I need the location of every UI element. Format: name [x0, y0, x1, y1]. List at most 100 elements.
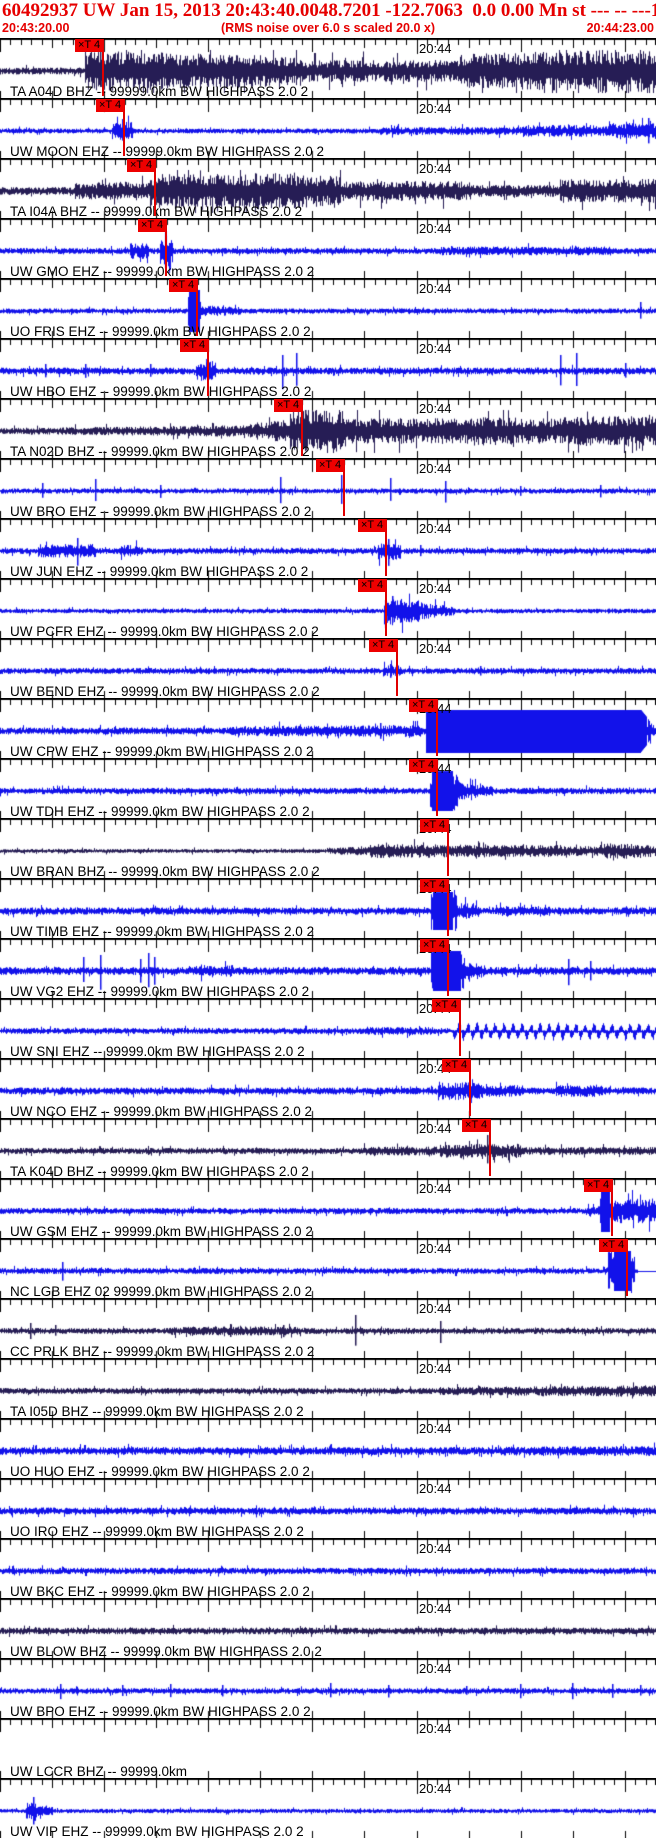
- trace-row[interactable]: 20:44 ×T 4 UW TIMB EHZ -- 99999.0km BW H…: [0, 878, 656, 938]
- pick-flag-label[interactable]: ×T 4: [180, 339, 208, 352]
- waveform-canvas[interactable]: [0, 518, 656, 578]
- pick-time-line[interactable]: [165, 219, 167, 276]
- waveform-canvas[interactable]: [0, 698, 656, 758]
- pick-flag-label[interactable]: ×T 4: [420, 939, 448, 952]
- waveform-canvas[interactable]: [0, 338, 656, 398]
- pick-time-line[interactable]: [396, 639, 398, 696]
- trace-row[interactable]: 20:44 ×T 4 UO FRIS EHZ -- 99999.0km BW H…: [0, 278, 656, 338]
- pick-flag-label[interactable]: ×T 4: [420, 819, 448, 832]
- pick-time-line[interactable]: [102, 39, 104, 96]
- pick-flag-label[interactable]: ×T 4: [369, 639, 397, 652]
- trace-row[interactable]: 20:44 ×T 4 UW BEND EHZ -- 99999.0km BW H…: [0, 638, 656, 698]
- waveform-canvas[interactable]: [0, 998, 656, 1058]
- pick-flag-label[interactable]: ×T 4: [599, 1239, 627, 1252]
- waveform-canvas[interactable]: [0, 1658, 656, 1718]
- trace-row[interactable]: 20:44 ×T 4 UW GMO EHZ -- 99999.0km BW HI…: [0, 218, 656, 278]
- pick-time-line[interactable]: [626, 1239, 628, 1296]
- trace-row[interactable]: 20:44 ×T 4 TA I04A BHZ -- 99999.0km BW H…: [0, 158, 656, 218]
- trace-row[interactable]: 20:44 ×T 4 UW JUN EHZ -- 99999.0km BW HI…: [0, 518, 656, 578]
- pick-time-line[interactable]: [343, 459, 345, 516]
- pick-time-line[interactable]: [489, 1119, 491, 1176]
- pick-time-line[interactable]: [207, 339, 209, 396]
- trace-row[interactable]: 20:44 ×T 4 UW VG2 EHZ -- 99999.0km BW HI…: [0, 938, 656, 998]
- trace-row[interactable]: 20:44 UW VIP EHZ -- 99999.0km BW HIGHPAS…: [0, 1778, 656, 1838]
- pick-flag-label[interactable]: ×T 4: [96, 99, 124, 112]
- pick-flag-label[interactable]: ×T 4: [442, 1059, 470, 1072]
- waveform-canvas[interactable]: [0, 278, 656, 338]
- waveform-canvas[interactable]: [0, 1718, 656, 1778]
- trace-row[interactable]: 20:44 ×T 4 UW HBO EHZ -- 99999.0km BW HI…: [0, 338, 656, 398]
- trace-row[interactable]: 20:44 ×T 4 NC LGB EHZ 02 99999.0km BW HI…: [0, 1238, 656, 1298]
- pick-time-line[interactable]: [301, 399, 303, 456]
- trace-row[interactable]: 20:44 ×T 4 TA N02D BHZ -- 99999.0km BW H…: [0, 398, 656, 458]
- trace-row[interactable]: 20:44 ×T 4 UW SNI EHZ -- 99999.0km BW HI…: [0, 998, 656, 1058]
- pick-time-line[interactable]: [447, 819, 449, 876]
- trace-row[interactable]: 20:44 UO IRO EHZ -- 99999.0km BW HIGHPAS…: [0, 1478, 656, 1538]
- waveform-canvas[interactable]: [0, 758, 656, 818]
- waveform-canvas[interactable]: [0, 1778, 656, 1838]
- pick-time-line[interactable]: [385, 519, 387, 576]
- trace-row[interactable]: 20:44 ×T 4 UW NCO EHZ -- 99999.0km BW HI…: [0, 1058, 656, 1118]
- pick-flag-label[interactable]: ×T 4: [584, 1179, 612, 1192]
- trace-row[interactable]: 20:44 UW BPO EHZ -- 99999.0km BW HIGHPAS…: [0, 1658, 656, 1718]
- waveform-canvas[interactable]: [0, 638, 656, 698]
- pick-time-line[interactable]: [469, 1059, 471, 1116]
- pick-time-line[interactable]: [447, 939, 449, 996]
- trace-row[interactable]: 20:44 CC PRLK BHZ -- 99999.0km BW HIGHPA…: [0, 1298, 656, 1358]
- pick-flag-label[interactable]: ×T 4: [420, 879, 448, 892]
- trace-row[interactable]: 20:44 ×T 4 UW CPW EHZ -- 99999.0km BW HI…: [0, 698, 656, 758]
- pick-time-line[interactable]: [123, 99, 125, 156]
- trace-row[interactable]: 20:44 ×T 4 UW PCFR EHZ -- 99999.0km BW H…: [0, 578, 656, 638]
- pick-flag-label[interactable]: ×T 4: [358, 519, 386, 532]
- trace-row[interactable]: 20:44 ×T 4 UW BRO EHZ -- 99999.0km BW HI…: [0, 458, 656, 518]
- pick-flag-label[interactable]: ×T 4: [274, 399, 302, 412]
- pick-flag-label[interactable]: ×T 4: [169, 279, 197, 292]
- pick-time-line[interactable]: [447, 879, 449, 936]
- pick-time-line[interactable]: [385, 579, 387, 636]
- waveform-canvas[interactable]: [0, 1298, 656, 1358]
- pick-flag-label[interactable]: ×T 4: [127, 159, 155, 172]
- waveform-canvas[interactable]: [0, 578, 656, 638]
- trace-row[interactable]: 20:44 ×T 4 TA A04D BHZ -- 99999.0km BW H…: [0, 38, 656, 98]
- pick-time-line[interactable]: [459, 999, 461, 1056]
- pick-flag-label[interactable]: ×T 4: [138, 219, 166, 232]
- waveform-canvas[interactable]: [0, 1238, 656, 1298]
- waveform-canvas[interactable]: [0, 1478, 656, 1538]
- pick-time-line[interactable]: [436, 759, 438, 816]
- waveform-canvas[interactable]: [0, 218, 656, 278]
- waveform-canvas[interactable]: [0, 878, 656, 938]
- waveform-canvas[interactable]: [0, 1418, 656, 1478]
- waveform-canvas[interactable]: [0, 158, 656, 218]
- pick-flag-label[interactable]: ×T 4: [409, 699, 437, 712]
- pick-flag-label[interactable]: ×T 4: [432, 999, 460, 1012]
- waveform-canvas[interactable]: [0, 818, 656, 878]
- waveform-canvas[interactable]: [0, 1118, 656, 1178]
- waveform-canvas[interactable]: [0, 38, 656, 98]
- trace-row[interactable]: 20:44 UO HUO EHZ -- 99999.0km BW HIGHPAS…: [0, 1418, 656, 1478]
- pick-time-line[interactable]: [154, 159, 156, 216]
- waveform-canvas[interactable]: [0, 1358, 656, 1418]
- waveform-canvas[interactable]: [0, 1058, 656, 1118]
- waveform-canvas[interactable]: [0, 1598, 656, 1658]
- trace-row[interactable]: 20:44 ×T 4 UW MOON EHZ -- 99999.0km BW H…: [0, 98, 656, 158]
- pick-time-line[interactable]: [611, 1179, 613, 1236]
- trace-row[interactable]: 20:44 UW LCCR BHZ -- 99999.0km: [0, 1718, 656, 1778]
- pick-flag-label[interactable]: ×T 4: [462, 1119, 490, 1132]
- trace-row[interactable]: 20:44 ×T 4 UW TDH EHZ -- 99999.0km BW HI…: [0, 758, 656, 818]
- waveform-canvas[interactable]: [0, 1538, 656, 1598]
- pick-time-line[interactable]: [196, 279, 198, 336]
- pick-flag-label[interactable]: ×T 4: [409, 759, 437, 772]
- trace-row[interactable]: 20:44 UW BLOW BHZ -- 99999.0km BW HIGHPA…: [0, 1598, 656, 1658]
- waveform-canvas[interactable]: [0, 938, 656, 998]
- pick-flag-label[interactable]: ×T 4: [358, 579, 386, 592]
- trace-row[interactable]: 20:44 ×T 4 TA K04D BHZ -- 99999.0km BW H…: [0, 1118, 656, 1178]
- pick-flag-label[interactable]: ×T 4: [75, 39, 103, 52]
- trace-row[interactable]: 20:44 ×T 4 UW BRAN BHZ -- 99999.0km BW H…: [0, 818, 656, 878]
- pick-time-line[interactable]: [436, 699, 438, 756]
- trace-row[interactable]: 20:44 TA I05D BHZ -- 99999.0km BW HIGHPA…: [0, 1358, 656, 1418]
- waveform-canvas[interactable]: [0, 1178, 656, 1238]
- trace-row[interactable]: 20:44 UW BKC EHZ -- 99999.0km BW HIGHPAS…: [0, 1538, 656, 1598]
- trace-row[interactable]: 20:44 ×T 4 UW GSM EHZ -- 99999.0km BW HI…: [0, 1178, 656, 1238]
- waveform-canvas[interactable]: [0, 398, 656, 458]
- pick-flag-label[interactable]: ×T 4: [316, 459, 344, 472]
